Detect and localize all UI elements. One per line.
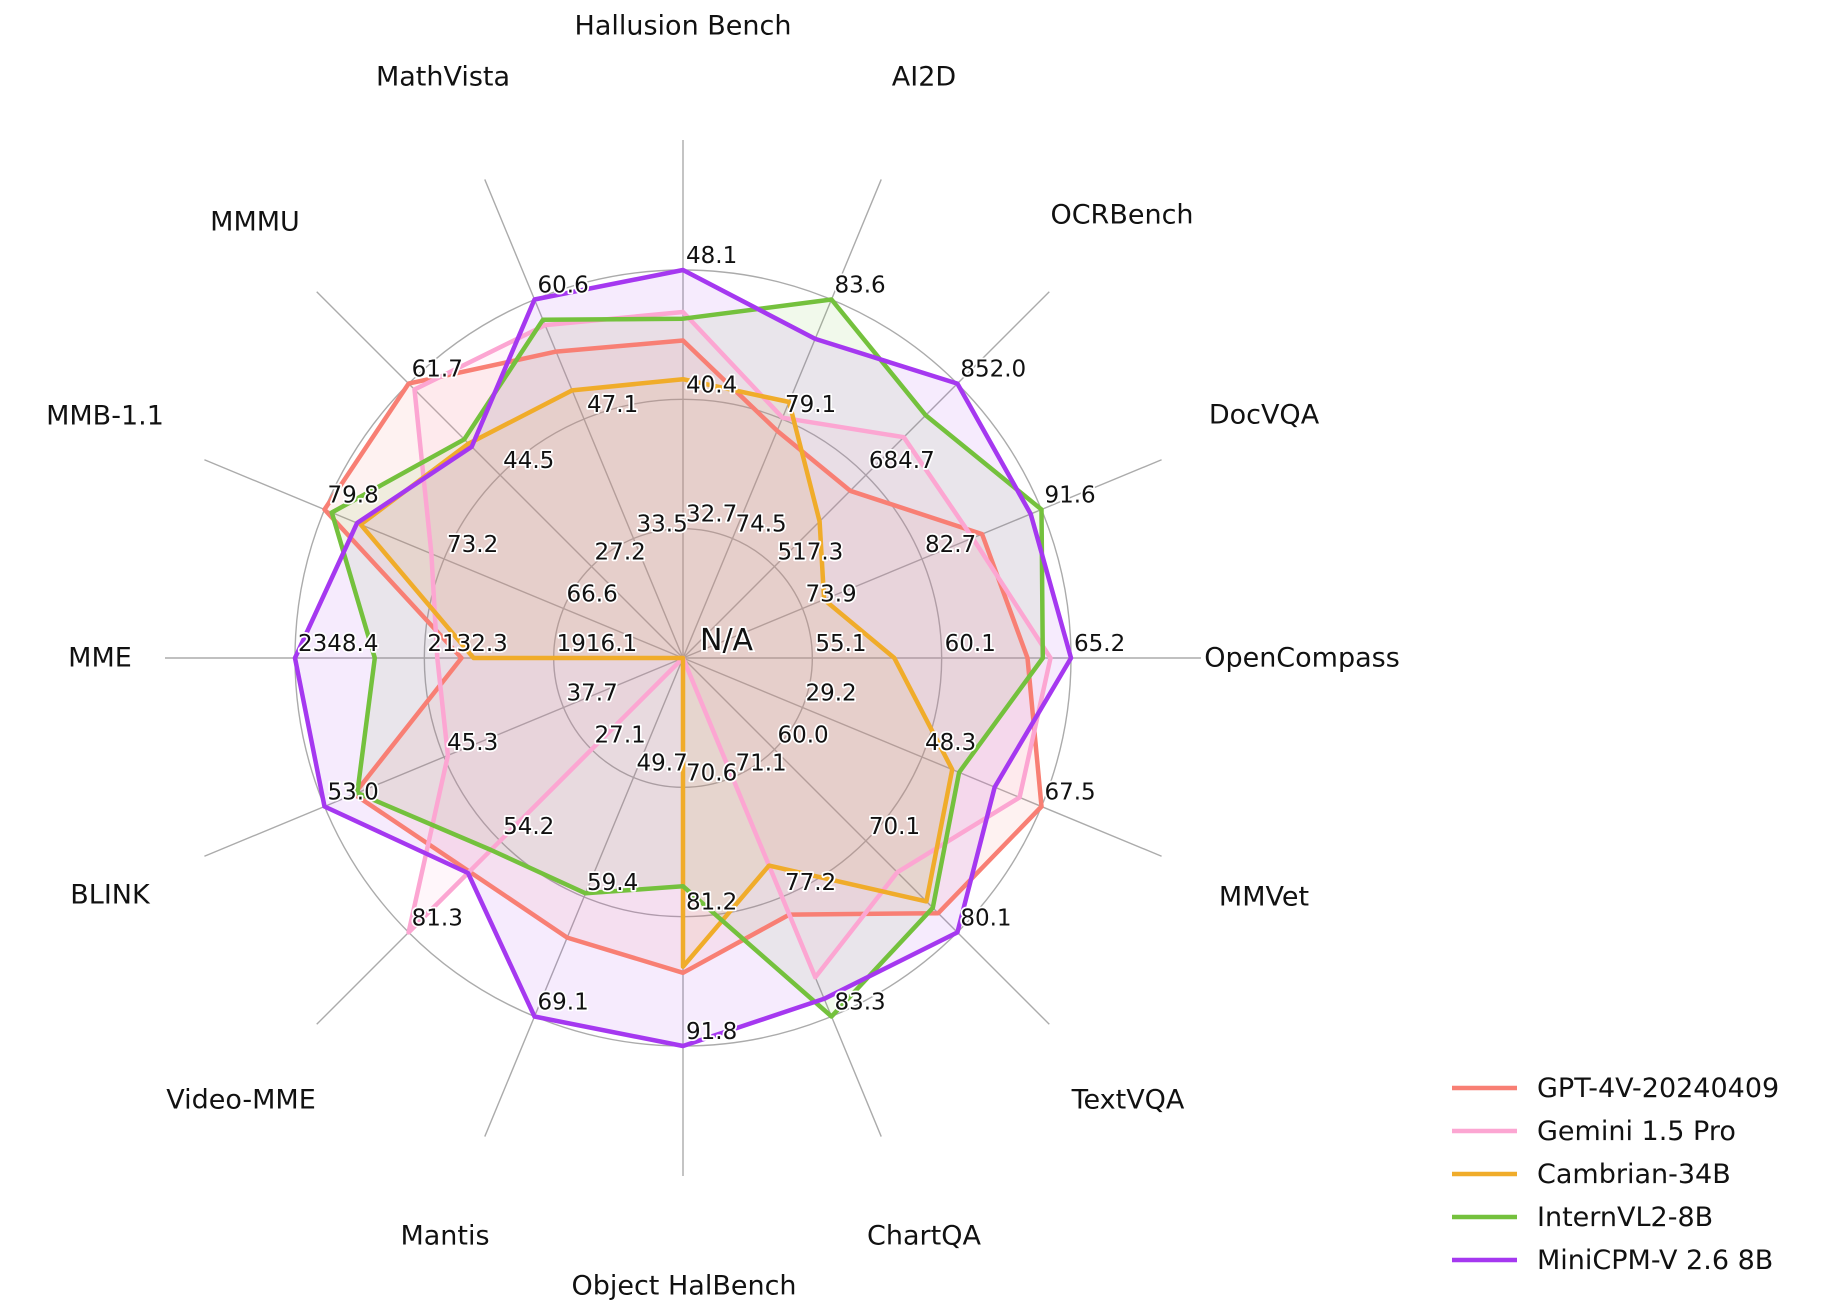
series-fill-internvl2-8b — [331, 299, 1043, 1017]
ring-label-textvqa-1: 60.0 — [777, 722, 828, 748]
axis-title-mmmu: MMMU — [210, 207, 300, 238]
ring-label-hallusion-bench-2: 40.4 — [686, 372, 737, 398]
ring-label-docvqa-1: 73.9 — [805, 582, 856, 608]
ring-label-opencompass-1: 55.1 — [815, 631, 866, 657]
legend-item-minicpm-v-2-6-8b: MiniCPM-V 2.6 8B — [1452, 1245, 1773, 1276]
ring-label-docvqa-3: 91.6 — [1044, 483, 1095, 509]
axis-titles: Hallusion Bench AI2D OCRBench DocVQA OpenCom… — [46, 11, 1400, 1302]
axis-title-mantis: Mantis — [400, 1221, 489, 1252]
ring-label-object-halbench-3: 91.8 — [686, 1019, 737, 1045]
legend-item-gemini-1-5-pro: Gemini 1.5 Pro — [1452, 1116, 1736, 1147]
axis-title-blink: BLINK — [70, 880, 151, 911]
ring-label-video-mme-3: 81.3 — [412, 905, 463, 931]
ring-label-mme-3: 2348.4 — [298, 631, 378, 657]
axis-title-mmvet: MMVet — [1219, 882, 1309, 913]
axis-spoke-blink — [204, 657, 684, 857]
ring-label-mantis-1: 49.7 — [637, 750, 688, 776]
ring-label-mmvet-3: 67.5 — [1044, 779, 1095, 805]
axis-title-ocrbench: OCRBench — [1050, 200, 1193, 231]
ring-label-mathvista-3: 60.6 — [538, 273, 589, 299]
ring-value-labels: 32.7 40.4 48.1 74.5 79.1 83.6 517.3 684.7 852.0 7… — [296, 241, 1127, 1047]
legend-label: GPT-4V-20240409 — [1537, 1073, 1779, 1104]
series-line-internvl2-8b — [329, 297, 1046, 1019]
ring-label-ocrbench-3: 852.0 — [960, 357, 1026, 383]
ring-label-chartqa-1: 71.1 — [735, 750, 786, 776]
legend-label: Cambrian-34B — [1537, 1159, 1731, 1190]
axis-title-textvqa: TextVQA — [1071, 1085, 1185, 1116]
ring-label-ai2d-1: 74.5 — [735, 512, 786, 538]
ring-label-mmvet-1: 29.2 — [805, 680, 856, 706]
ring-label-ocrbench-2: 684.7 — [869, 448, 935, 474]
axis-title-mmb-1-1: MMB-1.1 — [46, 401, 164, 432]
ring-label-mantis-2: 59.4 — [587, 870, 638, 896]
ring-label-mme-2: 2132.3 — [427, 631, 507, 657]
legend-item-gpt-4v-20240409: GPT-4V-20240409 — [1452, 1073, 1779, 1104]
axis-spoke-textvqa — [682, 657, 1050, 1025]
axis-spoke-mmb-1-1 — [204, 459, 684, 659]
ring-label-blink-1: 37.7 — [567, 680, 618, 706]
ring-label-hallusion-bench-1: 32.7 — [686, 502, 737, 528]
ring-label-blink-2: 45.3 — [447, 730, 498, 756]
axis-spoke-docvqa — [682, 459, 1162, 659]
legend-item-cambrian-34b: Cambrian-34B — [1452, 1159, 1731, 1190]
ring-label-video-mme-2: 54.2 — [503, 814, 554, 840]
ring-label-mmb-1-1-2: 73.2 — [447, 532, 498, 558]
axis-spoke-mathvista — [484, 179, 684, 659]
axis-title-chartqa: ChartQA — [867, 1221, 981, 1252]
axis-spoke-mantis — [484, 657, 684, 1137]
ring-label-ocrbench-1: 517.3 — [777, 540, 843, 566]
axis-spoke-mmmu — [316, 291, 684, 659]
ring-label-mmmu-2: 44.5 — [503, 448, 554, 474]
axis-title-docvqa: DocVQA — [1209, 400, 1320, 431]
ring-label-object-halbench-1: 70.6 — [686, 760, 737, 786]
ring-label-textvqa-2: 70.1 — [869, 814, 920, 840]
legend-label: Gemini 1.5 Pro — [1537, 1116, 1736, 1147]
ring-label-textvqa-3: 80.1 — [960, 905, 1011, 931]
center-na-label: N/A — [700, 623, 754, 658]
axis-title-mme: MME — [68, 643, 132, 674]
axis-title-object-halbench: Object HalBench — [571, 1271, 796, 1302]
legend-label: MiniCPM-V 2.6 8B — [1537, 1245, 1773, 1276]
ring-label-mantis-3: 69.1 — [538, 989, 589, 1015]
ring-label-ai2d-2: 79.1 — [785, 392, 836, 418]
legend: GPT-4V-20240409 Gemini 1.5 Pro Cambrian-34… — [1452, 1073, 1779, 1276]
ring-label-hallusion-bench-3: 48.1 — [686, 243, 737, 269]
ring-label-video-mme-1: 27.1 — [595, 722, 646, 748]
ring-label-opencompass-2: 60.1 — [945, 631, 996, 657]
series-lines — [292, 267, 1074, 1049]
ring-label-mmmu-3: 61.7 — [412, 357, 463, 383]
ring-label-mathvista-2: 47.1 — [587, 392, 638, 418]
legend-label: InternVL2-8B — [1537, 1202, 1713, 1233]
axis-title-video-mme: Video-MME — [166, 1085, 316, 1116]
series-fill-cambrian-34b — [360, 379, 953, 967]
ring-label-mmb-1-1-3: 79.8 — [328, 483, 379, 509]
ring-label-mmvet-2: 48.3 — [925, 730, 976, 756]
legend-item-internvl2-8b: InternVL2-8B — [1452, 1202, 1713, 1233]
series-fill-gemini-1-5-pro — [408, 312, 1051, 978]
axis-title-ai2d: AI2D — [892, 62, 956, 93]
axis-title-opencompass: OpenCompass — [1204, 643, 1400, 674]
ring-label-blink-3: 53.0 — [328, 779, 379, 805]
axis-title-hallusion-bench: Hallusion Bench — [575, 11, 792, 42]
series-line-minicpm-v-2-6-8b — [292, 267, 1074, 1049]
ring-label-docvqa-2: 82.7 — [925, 532, 976, 558]
axis-spoke-mmvet — [682, 657, 1162, 857]
ring-label-object-halbench-2: 81.2 — [686, 890, 737, 916]
axis-spoke-ocrbench — [682, 291, 1050, 659]
ring-label-mmb-1-1-1: 66.6 — [567, 582, 618, 608]
ring-label-chartqa-2: 77.2 — [785, 870, 836, 896]
ring-label-opencompass-3: 65.2 — [1074, 631, 1125, 657]
ring-label-mme-1: 1916.1 — [557, 631, 637, 657]
series-line-gemini-1-5-pro — [406, 309, 1053, 980]
ring-label-chartqa-3: 83.3 — [834, 989, 885, 1015]
ring-label-mathvista-1: 33.5 — [637, 512, 688, 538]
series-line-gpt-4v-20240409 — [322, 338, 1044, 976]
ring-label-mmmu-1: 27.2 — [595, 540, 646, 566]
ring-label-ai2d-3: 83.6 — [834, 273, 885, 299]
axis-title-mathvista: MathVista — [376, 62, 510, 93]
